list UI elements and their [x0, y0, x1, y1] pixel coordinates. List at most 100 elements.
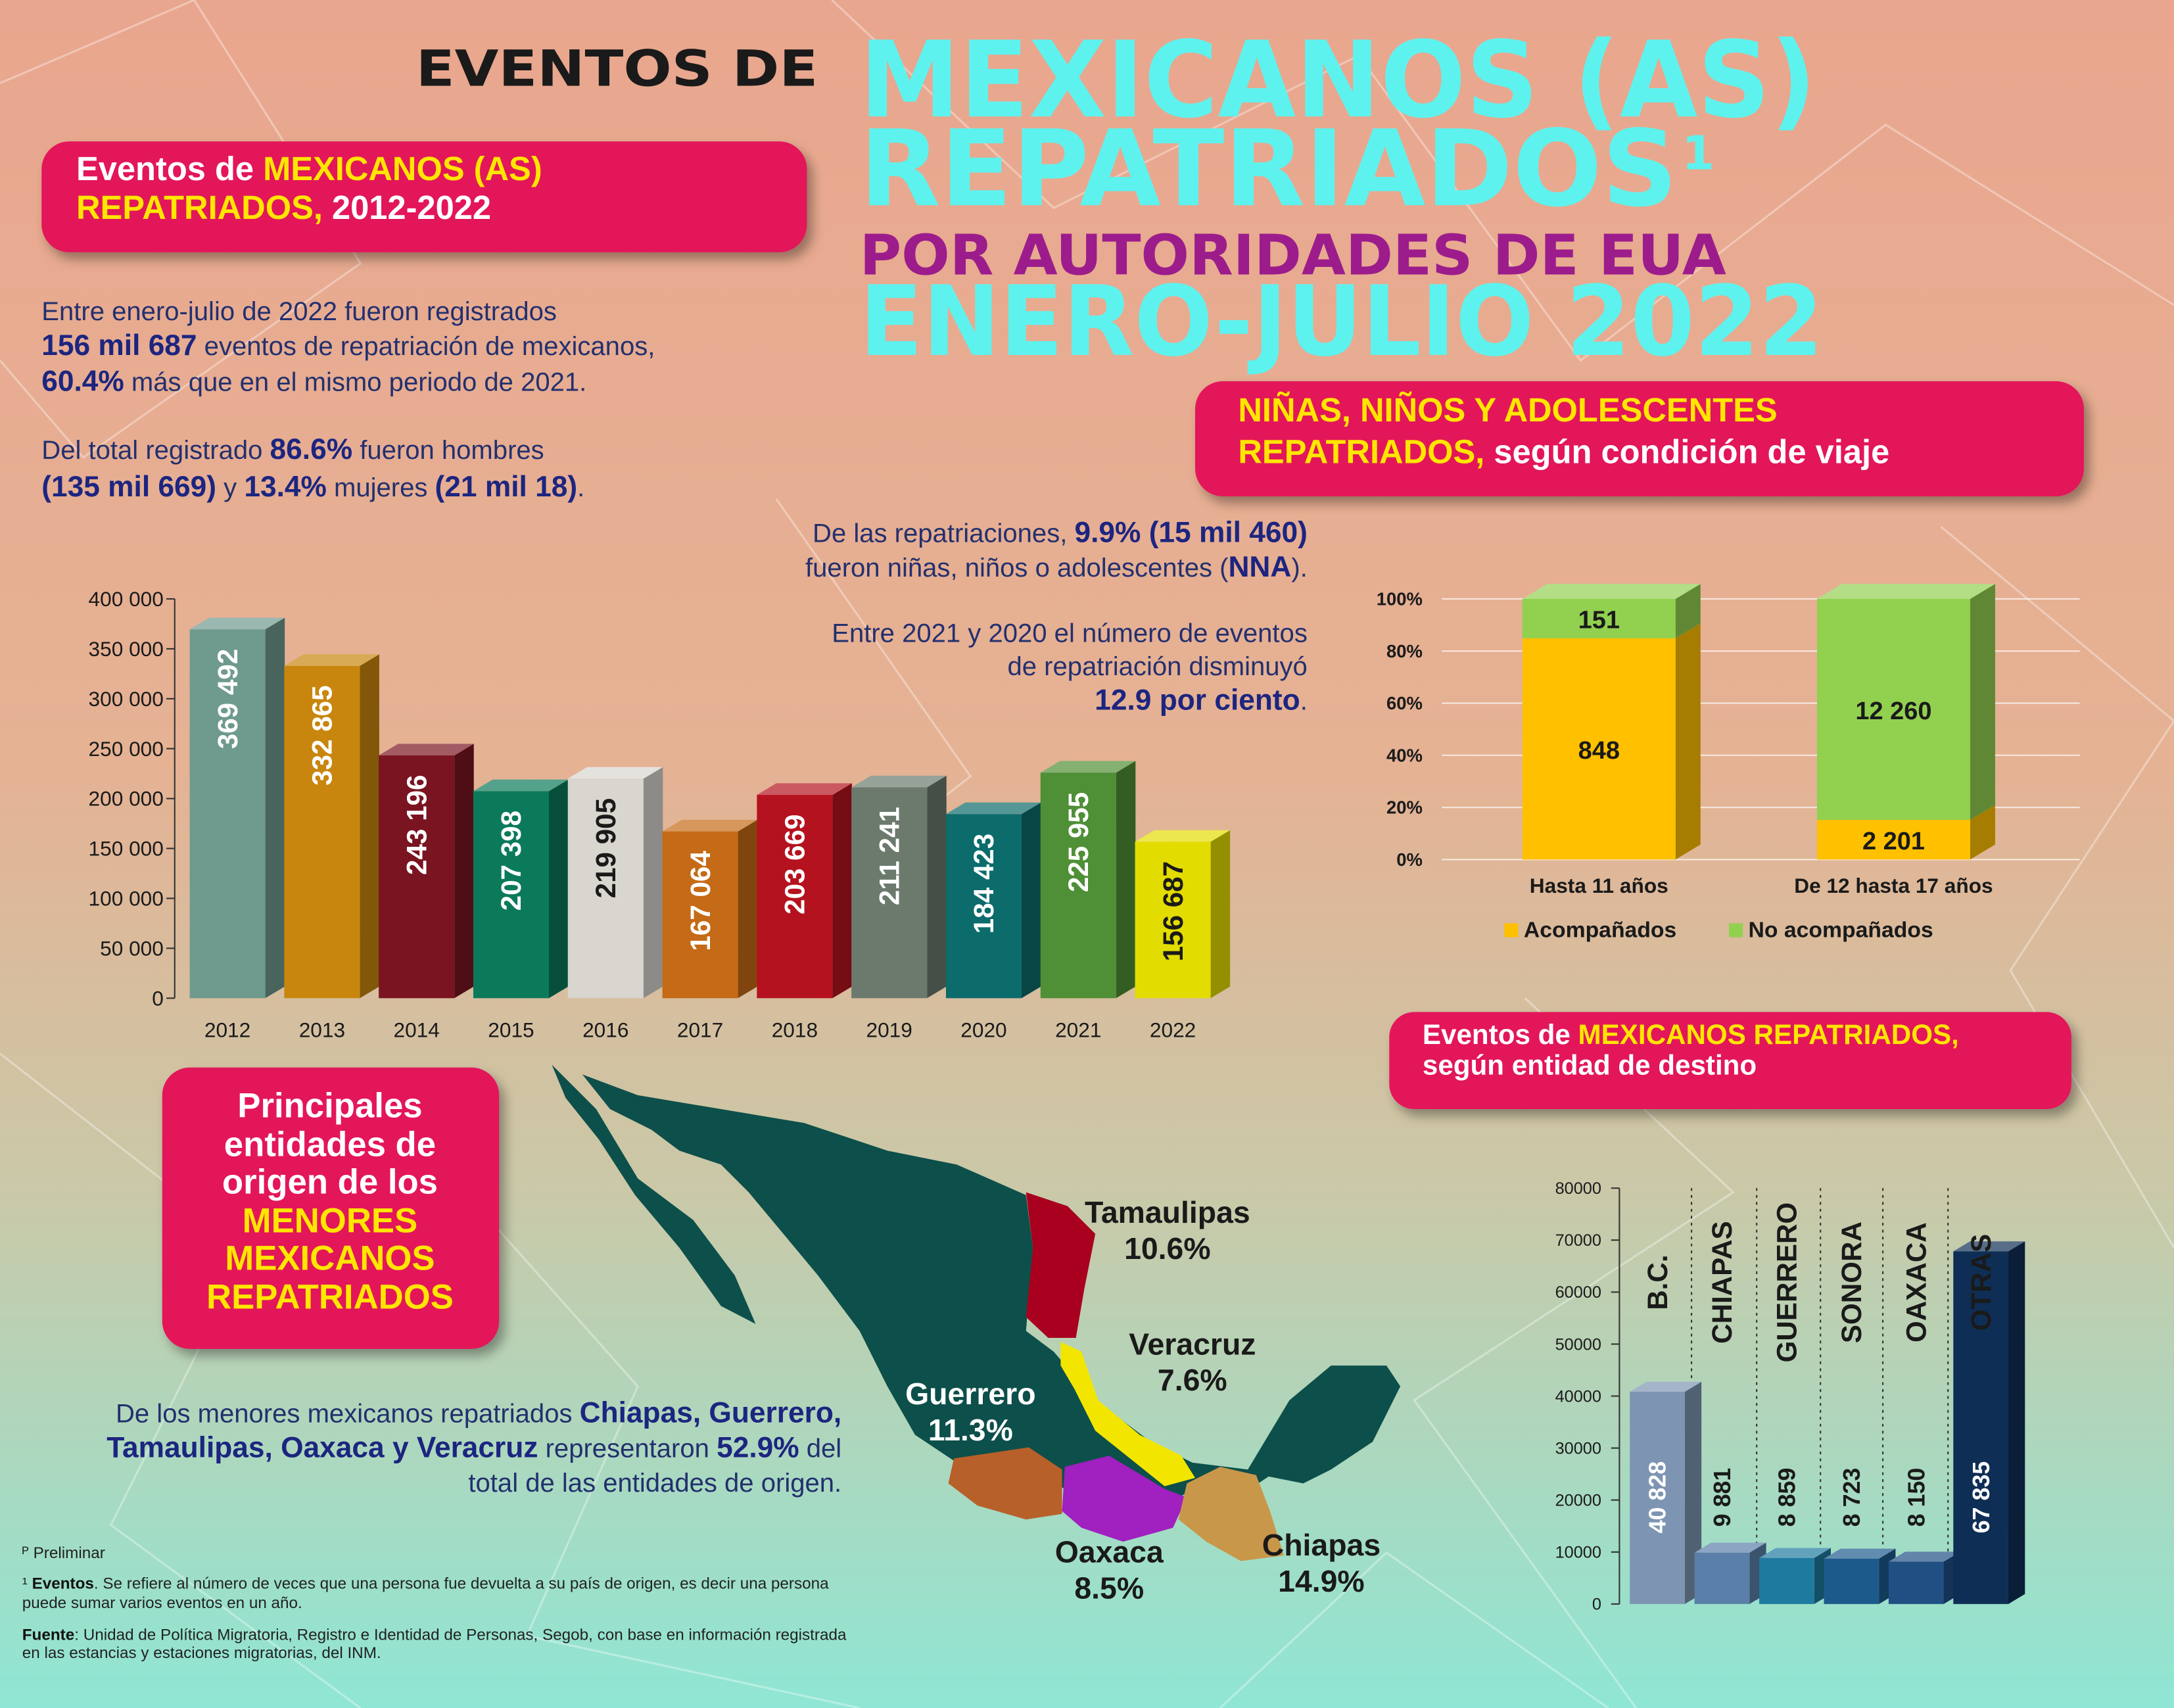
paragraph-line: fueron niñas, niños o adolescentes (NNA)…	[805, 551, 1308, 583]
map-region-oaxaca	[1062, 1456, 1187, 1542]
bar-top	[1888, 1552, 1960, 1562]
bar	[567, 778, 644, 999]
header-subtitle: POR AUTORIDADES DE EUA	[860, 224, 1726, 288]
text-segment: puede sumar varios eventos en un año.	[22, 1594, 302, 1612]
bar	[1630, 1391, 1685, 1604]
value-label: 40 828	[1645, 1461, 1671, 1534]
section-box	[41, 141, 807, 252]
text-segment: total de las entidades de origen.	[468, 1469, 841, 1498]
x-tick-label: 2013	[299, 1018, 345, 1041]
bar	[1522, 638, 1676, 860]
bar-top	[757, 783, 852, 795]
box-text: REPATRIADOS, según condición de viaje	[1238, 433, 1889, 470]
text-segment: Tamaulipas, Oaxaca y Veracruz	[106, 1431, 538, 1463]
value-label: 8 859	[1774, 1468, 1801, 1527]
bar-top	[284, 654, 379, 666]
bar	[1759, 1557, 1814, 1604]
map-region-share: 8.5%	[1074, 1571, 1144, 1605]
text-segment: Principales	[237, 1087, 422, 1126]
text-segment: mujeres	[327, 473, 435, 502]
y-tick-label: 80%	[1386, 641, 1423, 661]
bar	[1040, 772, 1116, 999]
text-segment: entidades de	[224, 1126, 436, 1164]
box-text: Eventos de MEXICANOS (AS)	[76, 150, 542, 187]
map-region-name: Tamaulipas	[1085, 1195, 1250, 1229]
text-segment: .	[1300, 687, 1308, 716]
bar-side	[643, 767, 663, 999]
text-segment: Entre 2021 y 2020 el número de eventos	[832, 619, 1308, 648]
bar-side	[454, 744, 474, 999]
box-text: origen de los	[222, 1163, 438, 1202]
x-tick-label: 2014	[393, 1018, 439, 1041]
value-label: 184 423	[968, 834, 999, 934]
y-tick-label: 40%	[1386, 745, 1423, 765]
paragraph-line: Entre enero-julio de 2022 fueron registr…	[41, 297, 557, 326]
section-box	[1195, 381, 2084, 496]
x-tick-label: GUERRERO	[1772, 1202, 1803, 1363]
bar	[1888, 1561, 1944, 1604]
bar-top	[851, 775, 947, 788]
x-tick-label: 2017	[677, 1018, 723, 1041]
value-label: 332 865	[307, 685, 338, 785]
legend-label: No acompañados	[1749, 918, 1933, 943]
value-label: 9 881	[1709, 1468, 1736, 1527]
text-segment: de repatriación disminuyó	[1007, 652, 1307, 681]
value-label: 167 064	[685, 851, 716, 951]
value-label: 225 955	[1063, 792, 1094, 892]
bar-side	[265, 617, 285, 999]
bar-top	[379, 744, 474, 756]
y-tick-label: 0%	[1396, 849, 1423, 870]
x-tick-label: OTRAS	[1966, 1234, 1997, 1331]
header-title: REPATRIADOS	[860, 107, 1678, 230]
text-segment: NNA	[1228, 551, 1291, 583]
text-segment: ¹	[22, 1575, 32, 1593]
bar-side	[1675, 623, 1701, 860]
bar-side	[1210, 830, 1231, 999]
map-region-chiapas	[1178, 1467, 1284, 1561]
box-text: entidades de	[224, 1126, 436, 1164]
text-segment: según entidad de destino	[1423, 1049, 1757, 1080]
map-region-share: 11.3%	[928, 1413, 1013, 1447]
text-segment: fueron niñas, niños o adolescentes (	[805, 554, 1229, 582]
section-box	[162, 1067, 500, 1349]
text-segment: 86.6%	[270, 433, 353, 465]
x-tick-label: OAXACA	[1901, 1222, 1931, 1342]
paragraph-line: 156 mil 687 eventos de repatriación de m…	[41, 329, 655, 362]
paragraph-line: Entre 2021 y 2020 el número de eventos	[832, 619, 1308, 648]
text-segment: MEXICANOS (AS)	[263, 150, 542, 187]
y-tick-label: 50000	[1555, 1335, 1601, 1354]
y-tick-label: 10000	[1555, 1544, 1601, 1562]
bar-side	[1970, 584, 1995, 820]
bar	[1522, 598, 1676, 638]
text-segment: ).	[1291, 554, 1307, 582]
y-tick-label: 60000	[1555, 1283, 1601, 1302]
value-label: 8 723	[1839, 1468, 1865, 1527]
y-tick-label: 0	[1592, 1596, 1601, 1614]
map-region-tamaulipas	[1026, 1192, 1096, 1338]
text-segment: en las estancias y estaciones migratoria…	[22, 1644, 381, 1662]
text-segment: (21 mil 18)	[435, 471, 578, 503]
text-segment: Del total registrado	[41, 436, 270, 465]
bar-side	[1970, 805, 1995, 860]
footnote: Fuente: Unidad de Política Migratoria, R…	[22, 1626, 847, 1644]
value-label: 219 905	[590, 798, 621, 898]
bar-top	[1759, 1548, 1831, 1558]
text-segment: REPATRIADOS,	[76, 189, 323, 226]
x-tick-label: 2020	[960, 1018, 1006, 1041]
bar	[757, 795, 833, 999]
value-label: 12 260	[1855, 698, 1931, 725]
text-segment: y	[216, 473, 244, 502]
y-tick-label: 100%	[1377, 589, 1423, 609]
y-tick-label: 400 000	[89, 587, 164, 611]
header-period: ENERO-JULIO 2022	[860, 265, 1824, 378]
bar-top	[1040, 761, 1136, 773]
bar	[1816, 598, 1970, 820]
text-segment: del	[799, 1434, 842, 1463]
text-segment: De las repatriaciones,	[813, 519, 1074, 548]
legend-label: Acompañados	[1524, 918, 1676, 943]
bar-top	[1824, 1548, 1896, 1559]
box-text: MEXICANOS	[225, 1239, 435, 1278]
x-tick-label: 2019	[866, 1018, 912, 1041]
text-segment: REPATRIADOS,	[1238, 433, 1484, 470]
x-tick-label: De 12 hasta 17 años	[1794, 874, 1993, 897]
